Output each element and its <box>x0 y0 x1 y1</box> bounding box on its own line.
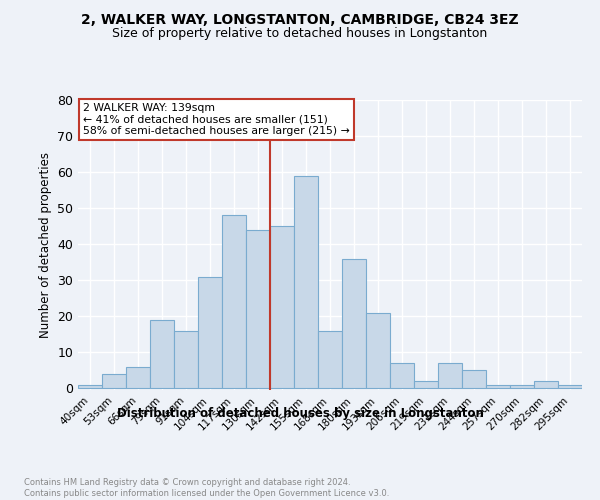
Y-axis label: Number of detached properties: Number of detached properties <box>38 152 52 338</box>
Text: Contains HM Land Registry data © Crown copyright and database right 2024.
Contai: Contains HM Land Registry data © Crown c… <box>24 478 389 498</box>
Bar <box>78 384 102 388</box>
Text: 2 WALKER WAY: 139sqm
← 41% of detached houses are smaller (151)
58% of semi-deta: 2 WALKER WAY: 139sqm ← 41% of detached h… <box>83 103 350 136</box>
Text: 2, WALKER WAY, LONGSTANTON, CAMBRIDGE, CB24 3EZ: 2, WALKER WAY, LONGSTANTON, CAMBRIDGE, C… <box>81 12 519 26</box>
Text: Distribution of detached houses by size in Longstanton: Distribution of detached houses by size … <box>116 408 484 420</box>
Bar <box>438 363 462 388</box>
Bar <box>486 384 510 388</box>
Bar <box>198 276 222 388</box>
Bar <box>270 226 294 388</box>
Bar <box>318 330 342 388</box>
Bar <box>150 320 174 388</box>
Bar <box>246 230 270 388</box>
Bar <box>558 384 582 388</box>
Bar <box>222 216 246 388</box>
Bar <box>102 374 126 388</box>
Bar <box>534 381 558 388</box>
Bar <box>414 381 438 388</box>
Text: Size of property relative to detached houses in Longstanton: Size of property relative to detached ho… <box>112 28 488 40</box>
Bar <box>126 366 150 388</box>
Bar <box>366 312 390 388</box>
Bar <box>294 176 318 388</box>
Bar <box>462 370 486 388</box>
Bar <box>174 330 198 388</box>
Bar <box>510 384 534 388</box>
Bar <box>342 258 366 388</box>
Bar <box>390 363 414 388</box>
